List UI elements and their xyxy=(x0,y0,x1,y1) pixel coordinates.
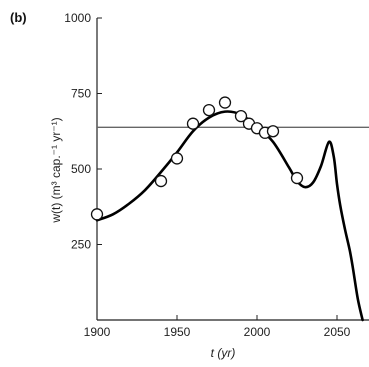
x-tick-label: 1900 xyxy=(84,325,111,339)
y-tick-label: 500 xyxy=(71,162,91,176)
y-tick-label: 750 xyxy=(71,87,91,101)
x-axis-label: t (yr) xyxy=(211,346,236,360)
y-axis-label: w(t) (m³ cap.⁻¹ yr⁻¹) xyxy=(49,117,63,223)
x-tick-label: 2050 xyxy=(324,325,351,339)
data-point xyxy=(218,96,232,109)
y-tick-label: 250 xyxy=(71,238,91,252)
data-point xyxy=(154,174,168,188)
data-point xyxy=(266,125,280,138)
plot-frame xyxy=(96,18,369,321)
series-observed-points xyxy=(90,96,304,221)
x-tick-label: 2000 xyxy=(244,325,271,339)
data-point xyxy=(186,117,200,130)
y-tick-label: 1000 xyxy=(64,11,91,25)
x-axis-ticks: 1900 1950 2000 2050 xyxy=(84,315,351,339)
series-fit-line xyxy=(95,110,364,322)
data-point xyxy=(234,110,248,123)
x-tick-label: 1950 xyxy=(164,325,191,339)
data-point xyxy=(90,208,104,221)
panel-label: (b) xyxy=(10,10,27,25)
data-point xyxy=(170,152,184,165)
data-point xyxy=(202,103,216,117)
y-axis-ticks: 250 500 750 1000 xyxy=(64,11,102,252)
data-point xyxy=(290,171,304,185)
